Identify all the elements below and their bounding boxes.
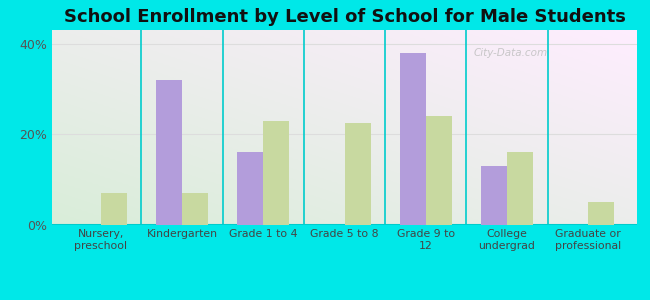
Bar (426, 116, 452, 225)
Bar (344, 123, 370, 225)
Bar (400, 53, 426, 225)
Bar (182, 193, 208, 225)
Bar (588, 202, 614, 225)
Text: City-Data.com: City-Data.com (473, 48, 547, 59)
Bar (156, 80, 182, 225)
Bar (263, 121, 289, 225)
Bar (507, 152, 533, 225)
Bar (101, 193, 127, 225)
Bar (481, 166, 507, 225)
Bar (237, 152, 263, 225)
Legend: Grand Junction, Tennessee: Grand Junction, Tennessee (233, 299, 456, 300)
Title: School Enrollment by Level of School for Male Students: School Enrollment by Level of School for… (64, 8, 625, 26)
